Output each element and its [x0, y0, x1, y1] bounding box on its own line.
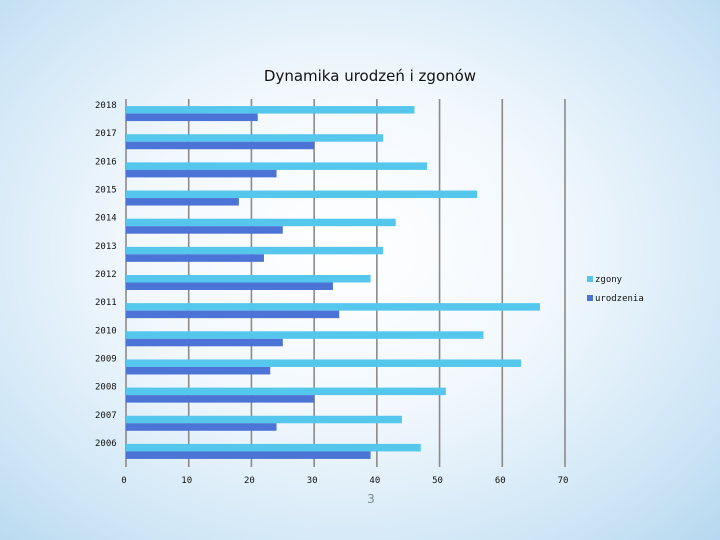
bar-urodzenia-2014	[126, 226, 283, 234]
x-tick-label: 30	[307, 476, 318, 486]
y-tick-label: 2009	[95, 354, 117, 364]
y-tick-label: 2014	[95, 214, 117, 224]
bar-urodzenia-2017	[126, 141, 315, 150]
legend-label-zgony: zgony	[595, 275, 623, 285]
x-tick-label: 70	[558, 476, 569, 486]
bar-zgony-2012	[126, 275, 371, 283]
y-tick-label: 2007	[95, 411, 117, 421]
bar-zgony-2015	[126, 190, 478, 199]
bar-zgony-2009	[126, 359, 522, 367]
legend: zgony urodzenia	[587, 275, 644, 304]
bar-urodzenia-2007	[126, 423, 277, 431]
bar-urodzenia-2006	[126, 451, 371, 459]
bar-zgony-2007	[126, 415, 402, 424]
bar-zgony-2008	[126, 387, 446, 396]
bar-zgony-2016	[126, 162, 428, 170]
y-axis-labels: 2006 2007 2008 2009 2010 2011 2012 2013 2014 2015…	[95, 101, 117, 449]
legend-label-urodzenia: urodzenia	[595, 294, 644, 304]
x-tick-label: 50	[432, 476, 443, 486]
bar-zgony-2017	[126, 134, 384, 142]
y-tick-label: 2015	[95, 186, 117, 196]
x-tick-label: 0	[121, 476, 126, 486]
y-tick-label: 2016	[95, 157, 117, 167]
bar-zgony-2018	[126, 106, 415, 114]
x-axis-labels: 0 10 20 30 40 50 60 70	[121, 476, 568, 486]
bar-urodzenia-2013	[126, 254, 264, 262]
y-tick-label: 2013	[95, 242, 117, 252]
bar-zgony-2013	[126, 246, 384, 255]
y-tick-label: 2012	[95, 270, 117, 280]
bar-urodzenia-2011	[126, 310, 340, 319]
legend-swatch-urodzenia	[587, 295, 593, 301]
y-tick-label: 2017	[95, 129, 117, 139]
bar-zgony-2006	[126, 443, 421, 452]
x-tick-label: 40	[369, 476, 380, 486]
bar-zgony-2011	[126, 303, 540, 311]
y-tick-label: 2010	[95, 326, 117, 336]
bar-urodzenia-2016	[126, 169, 277, 178]
y-tick-label: 2008	[95, 383, 117, 393]
bar-zgony-2014	[126, 218, 396, 227]
chart-title: Dynamika urodzeń i zgonów	[264, 67, 476, 85]
y-tick-label: 2011	[95, 298, 117, 308]
bar-urodzenia-2018	[126, 113, 258, 122]
x-tick-label: 20	[244, 476, 255, 486]
x-tick-label: 10	[181, 476, 192, 486]
legend-swatch-zgony	[587, 276, 593, 282]
y-tick-label: 2018	[95, 101, 117, 111]
bar-urodzenia-2012	[126, 282, 333, 290]
bar-urodzenia-2008	[126, 395, 315, 403]
bar-urodzenia-2010	[126, 338, 283, 347]
bar-urodzenia-2009	[126, 366, 271, 375]
y-tick-label: 2006	[95, 439, 117, 449]
bar-zgony-2010	[126, 331, 484, 339]
bar-urodzenia-2015	[126, 198, 239, 206]
bars	[126, 106, 540, 459]
slide-number: 3	[367, 492, 375, 506]
x-tick-label: 60	[495, 476, 506, 486]
